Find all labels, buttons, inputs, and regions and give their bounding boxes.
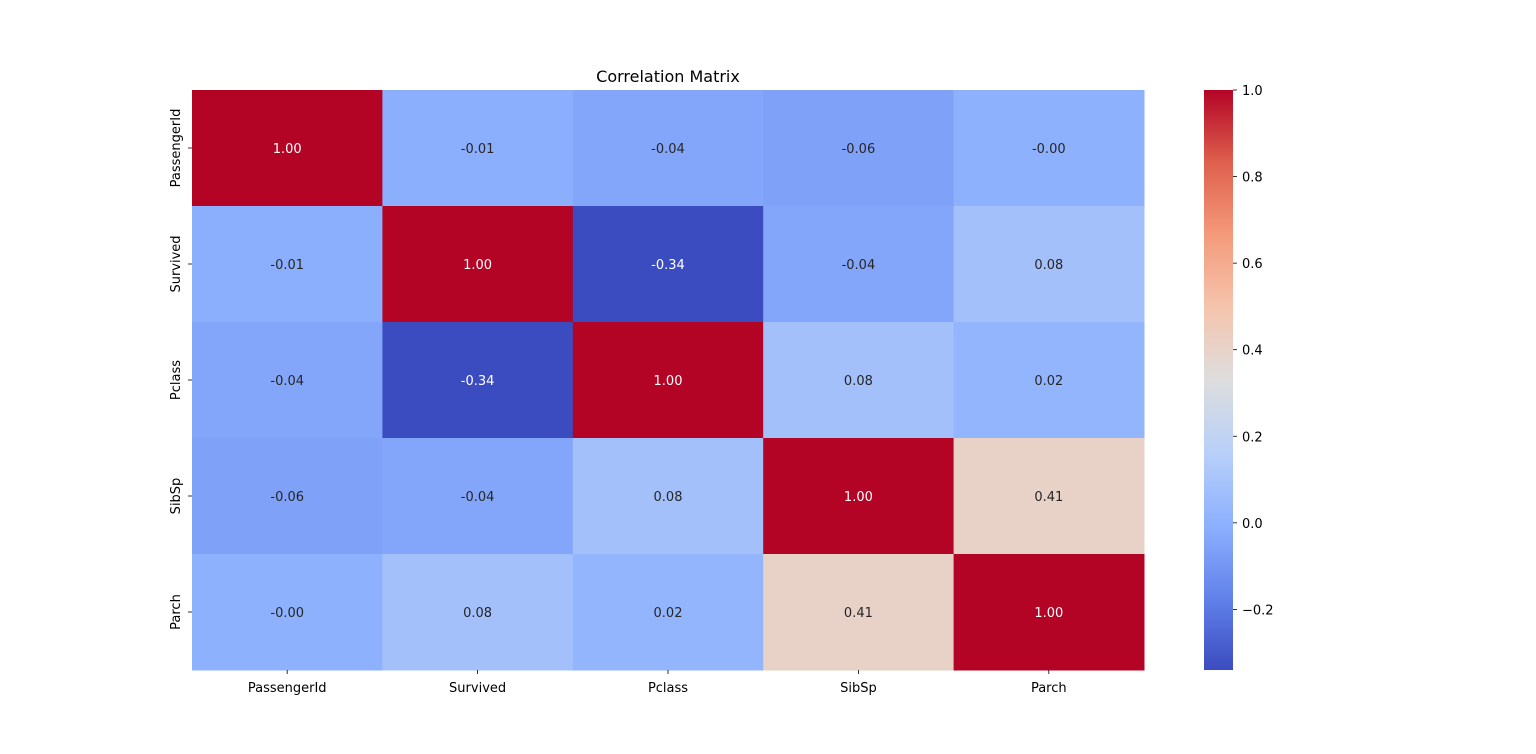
heatmap-cell xyxy=(382,206,574,323)
heatmap-cell xyxy=(953,322,1145,439)
cell-value-label: 0.41 xyxy=(1034,490,1063,505)
colorbar-tick-label: 0.6 xyxy=(1242,257,1263,272)
heatmap-cell xyxy=(382,554,574,671)
heatmap-cell xyxy=(953,206,1145,323)
cell-value-label: -0.04 xyxy=(270,374,304,389)
cell-value-label: -0.00 xyxy=(270,606,304,621)
cell-value-label: 1.00 xyxy=(844,490,873,505)
cell-value-label: 1.00 xyxy=(1034,606,1063,621)
cell-value-label: -0.04 xyxy=(461,490,495,505)
x-tick-label: SibSp xyxy=(840,681,877,696)
heatmap-cell xyxy=(192,438,383,555)
y-tick-label: Survived xyxy=(169,235,184,292)
cell-value-label: -0.34 xyxy=(461,374,495,389)
chart-title: Correlation Matrix xyxy=(596,67,740,86)
heatmap-cell xyxy=(953,438,1145,555)
cell-value-label: -0.34 xyxy=(651,258,685,273)
heatmap-cell xyxy=(572,438,764,555)
cell-value-label: 0.08 xyxy=(844,374,873,389)
cell-value-label: -0.06 xyxy=(270,490,304,505)
cell-value-label: 1.00 xyxy=(654,374,683,389)
y-axis: PassengerId Survived Pclass SibSp Parch xyxy=(169,109,192,630)
heatmap-cell xyxy=(953,554,1145,671)
colorbar-tick-label: −0.2 xyxy=(1242,603,1274,618)
heatmap-cell xyxy=(192,90,383,207)
heatmap-cell xyxy=(572,206,764,323)
heatmap-cell xyxy=(572,322,764,439)
cell-value-label: 0.41 xyxy=(844,606,873,621)
heatmap-cell xyxy=(763,90,955,207)
heatmap-cell xyxy=(763,554,955,671)
x-tick-label: Parch xyxy=(1031,681,1067,696)
colorbar-tick-label: 0.0 xyxy=(1242,517,1263,532)
colorbar-tick-label: 0.4 xyxy=(1242,344,1263,359)
colorbar-tick-label: 0.2 xyxy=(1242,430,1263,445)
cell-value-label: -0.04 xyxy=(651,142,685,157)
colorbar: −0.2 0.0 0.2 0.4 0.6 0.8 1.0 xyxy=(1204,84,1274,670)
heatmap-cell xyxy=(572,554,764,671)
heatmap-cell xyxy=(763,438,955,555)
cell-value-label: 1.00 xyxy=(273,142,302,157)
heatmap-cell xyxy=(572,90,764,207)
y-tick-label: Pclass xyxy=(169,360,184,400)
x-tick-label: Pclass xyxy=(648,681,688,696)
heatmap-cell xyxy=(192,206,383,323)
heatmap-cells: 1.00 -0.01 -0.04 -0.06 -0.00 -0.01 1.00 -0.34 -0… xyxy=(192,90,1145,671)
y-tick-label: Parch xyxy=(169,594,184,630)
heatmap-cell xyxy=(763,322,955,439)
cell-value-label: 0.02 xyxy=(654,606,683,621)
heatmap-cell xyxy=(953,90,1145,207)
heatmap-cell xyxy=(382,438,574,555)
cell-value-label: -0.04 xyxy=(842,258,876,273)
colorbar-gradient xyxy=(1204,90,1233,670)
cell-value-label: 1.00 xyxy=(463,258,492,273)
cell-value-label: -0.01 xyxy=(270,258,304,273)
y-tick-label: PassengerId xyxy=(169,109,184,188)
cell-value-label: -0.01 xyxy=(461,142,495,157)
colorbar-tick-label: 0.8 xyxy=(1242,171,1263,186)
heatmap-cell xyxy=(382,322,574,439)
colorbar-tick-label: 1.0 xyxy=(1242,84,1263,99)
x-axis: PassengerId Survived Pclass SibSp Parch xyxy=(248,670,1067,696)
cell-value-label: 0.08 xyxy=(463,606,492,621)
heatmap-cell xyxy=(192,554,383,671)
cell-value-label: -0.00 xyxy=(1032,142,1066,157)
x-tick-label: PassengerId xyxy=(248,681,327,696)
x-tick-label: Survived xyxy=(449,681,506,696)
heatmap-cell xyxy=(382,90,574,207)
cell-value-label: 0.08 xyxy=(1034,258,1063,273)
cell-value-label: 0.08 xyxy=(654,490,683,505)
cell-value-label: -0.06 xyxy=(842,142,876,157)
cell-value-label: 0.02 xyxy=(1034,374,1063,389)
heatmap-cell xyxy=(192,322,383,439)
y-tick-label: SibSp xyxy=(169,478,184,515)
heatmap-cell xyxy=(763,206,955,323)
